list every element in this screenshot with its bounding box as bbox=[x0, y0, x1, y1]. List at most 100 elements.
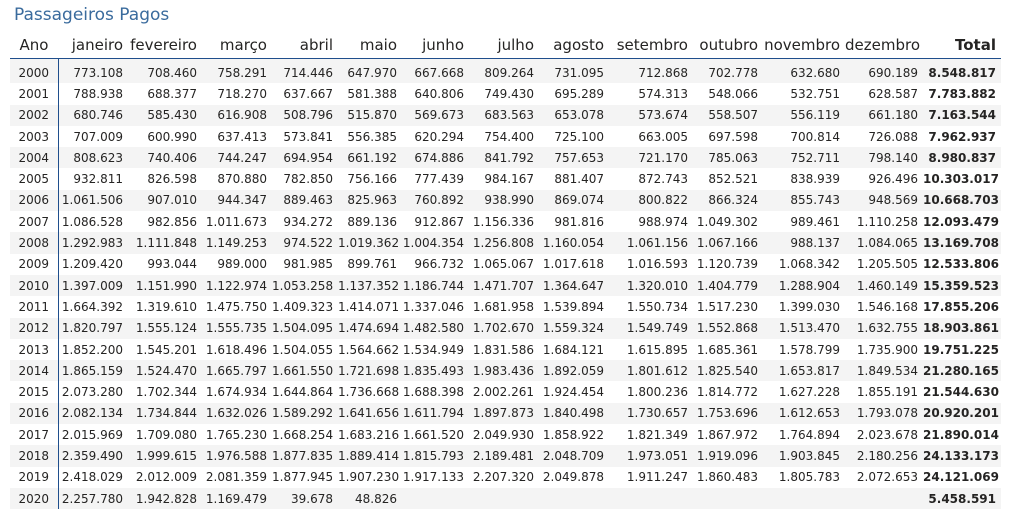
value-cell: 697.598 bbox=[708, 129, 758, 144]
value-cell: 889.136 bbox=[347, 214, 397, 229]
value-cell: 1.555.735 bbox=[202, 317, 272, 339]
value-cell: 39.678 bbox=[272, 487, 338, 510]
value-cell: 852.521 bbox=[708, 172, 758, 187]
value-cell: 707.009 bbox=[73, 129, 123, 144]
value-cell: 1.730.657 bbox=[609, 402, 693, 425]
year-cell: 2013 bbox=[10, 338, 59, 361]
value-cell: 1.482.580 bbox=[402, 317, 469, 339]
value-cell: 1.288.904 bbox=[763, 274, 845, 297]
value-cell: 984.167 bbox=[484, 172, 534, 187]
value-cell: 757.653 bbox=[539, 147, 609, 169]
year-cell: 2005 bbox=[10, 168, 59, 190]
value-cell: 1.612.653 bbox=[763, 402, 845, 425]
value-cell: 721.170 bbox=[609, 147, 693, 169]
value-cell: 1.668.254 bbox=[272, 427, 334, 442]
value-cell: 1.065.067 bbox=[472, 257, 534, 272]
value-cell: 993.044 bbox=[147, 257, 197, 272]
value-cell: 581.388 bbox=[347, 86, 397, 101]
value-cell: 1.897.873 bbox=[469, 402, 539, 425]
total-cell: 20.920.201 bbox=[923, 402, 1001, 425]
table-row: 2011 1.664.392 1.319.610 1.475.750 1.409.323… bbox=[10, 296, 1001, 318]
value-cell: 1.924.454 bbox=[542, 385, 604, 400]
value-cell: 1.734.844 bbox=[128, 402, 202, 425]
table-row: 2009 1.209.420 993.044 989.000 981.985 899.76… bbox=[10, 253, 1001, 275]
column-header-outubro[interactable]: outubro bbox=[693, 32, 763, 59]
column-header-fevereiro[interactable]: fevereiro bbox=[128, 32, 202, 59]
value-cell: 1.156.336 bbox=[472, 214, 534, 229]
value-cell: 1.653.817 bbox=[763, 360, 845, 382]
table-row: 2008 1.292.983 1.111.848 1.149.253 974.522 1.… bbox=[10, 232, 1001, 254]
value-cell: 1.976.588 bbox=[202, 445, 272, 467]
value-cell: 2.189.481 bbox=[469, 445, 539, 467]
column-header-abril[interactable]: abril bbox=[272, 32, 338, 59]
value-cell: 663.005 bbox=[638, 129, 688, 144]
value-cell: 653.078 bbox=[539, 104, 609, 126]
value-cell: 2.023.678 bbox=[856, 427, 918, 442]
value-cell: 548.066 bbox=[708, 86, 758, 101]
value-cell: 866.324 bbox=[693, 189, 763, 212]
value-cell: 944.347 bbox=[202, 189, 272, 212]
value-cell: 889.463 bbox=[272, 189, 338, 212]
value-cell: 1.550.734 bbox=[626, 299, 688, 314]
value-cell: 1.404.779 bbox=[693, 274, 763, 297]
value-cell: 1.414.071 bbox=[338, 299, 400, 314]
value-cell: 1.019.362 bbox=[338, 232, 402, 254]
year-cell: 2001 bbox=[10, 83, 59, 105]
value-cell: 782.850 bbox=[283, 172, 333, 187]
table-row: 2020 2.257.780 1.942.828 1.169.479 39.678 48.… bbox=[10, 487, 1001, 510]
value-cell: 667.668 bbox=[402, 58, 469, 84]
value-cell: 1.835.493 bbox=[402, 360, 469, 382]
value-cell: 2.359.490 bbox=[58, 445, 128, 467]
value-cell: 1.892.059 bbox=[539, 360, 609, 382]
year-cell: 2002 bbox=[10, 104, 59, 126]
value-cell: 982.856 bbox=[147, 214, 197, 229]
column-header-total[interactable]: Total bbox=[923, 32, 1001, 59]
value-cell: 872.743 bbox=[638, 172, 688, 187]
value-cell: 718.270 bbox=[217, 86, 267, 101]
value-cell: 1.840.498 bbox=[539, 402, 609, 425]
value-cell: 674.886 bbox=[402, 147, 469, 169]
column-header-janeiro[interactable]: janeiro bbox=[58, 32, 128, 59]
table-row: 2016 2.082.134 1.734.844 1.632.026 1.589.292… bbox=[10, 402, 1001, 425]
value-cell: 1.589.292 bbox=[272, 402, 338, 425]
value-cell: 1.399.030 bbox=[778, 299, 840, 314]
column-header-junho[interactable]: junho bbox=[402, 32, 469, 59]
year-cell: 2020 bbox=[10, 487, 59, 510]
column-header-julho[interactable]: julho bbox=[469, 32, 539, 59]
value-cell: 1.664.392 bbox=[61, 299, 123, 314]
column-header-novembro[interactable]: novembro bbox=[763, 32, 845, 59]
value-cell: 785.063 bbox=[693, 147, 763, 169]
column-header-dezembro[interactable]: dezembro bbox=[845, 32, 923, 59]
value-cell: 798.140 bbox=[845, 147, 923, 169]
column-header-marco[interactable]: março bbox=[202, 32, 272, 59]
table-row: 2001 788.938 688.377 718.270 637.667 581.388 6… bbox=[10, 83, 1001, 105]
column-header-maio[interactable]: maio bbox=[338, 32, 402, 59]
value-cell: 637.413 bbox=[217, 129, 267, 144]
value-cell: 1.397.009 bbox=[58, 274, 128, 297]
value-cell: 1.709.080 bbox=[135, 427, 197, 442]
value-cell: 1.169.479 bbox=[202, 487, 272, 510]
table-row: 2000 773.108 708.460 758.291 714.446 647.970 6… bbox=[10, 58, 1001, 84]
value-cell: 2.082.134 bbox=[58, 402, 128, 425]
value-cell: 702.778 bbox=[693, 58, 763, 84]
value-cell: 1.674.934 bbox=[205, 385, 267, 400]
value-cell: 1.685.361 bbox=[696, 342, 758, 357]
value-cell: 1.016.593 bbox=[626, 257, 688, 272]
value-cell: 1.917.133 bbox=[402, 470, 464, 485]
value-cell: 1.409.323 bbox=[272, 299, 334, 314]
total-cell: 17.855.206 bbox=[923, 299, 999, 314]
value-cell: 1.084.065 bbox=[845, 232, 923, 254]
value-cell: 1.524.470 bbox=[128, 360, 202, 382]
value-cell: 2.072.653 bbox=[856, 470, 918, 485]
value-cell: 988.974 bbox=[638, 214, 688, 229]
column-header-setembro[interactable]: setembro bbox=[609, 32, 693, 59]
value-cell: 808.623 bbox=[58, 147, 128, 169]
value-cell: 632.680 bbox=[763, 58, 845, 84]
value-cell: 683.563 bbox=[469, 104, 539, 126]
total-cell: 7.163.544 bbox=[923, 104, 1001, 126]
column-header-ano[interactable]: Ano bbox=[10, 32, 58, 59]
value-cell: 1.865.159 bbox=[58, 360, 128, 382]
value-cell: 800.822 bbox=[609, 189, 693, 212]
year-cell: 2015 bbox=[10, 381, 59, 403]
column-header-agosto[interactable]: agosto bbox=[539, 32, 609, 59]
